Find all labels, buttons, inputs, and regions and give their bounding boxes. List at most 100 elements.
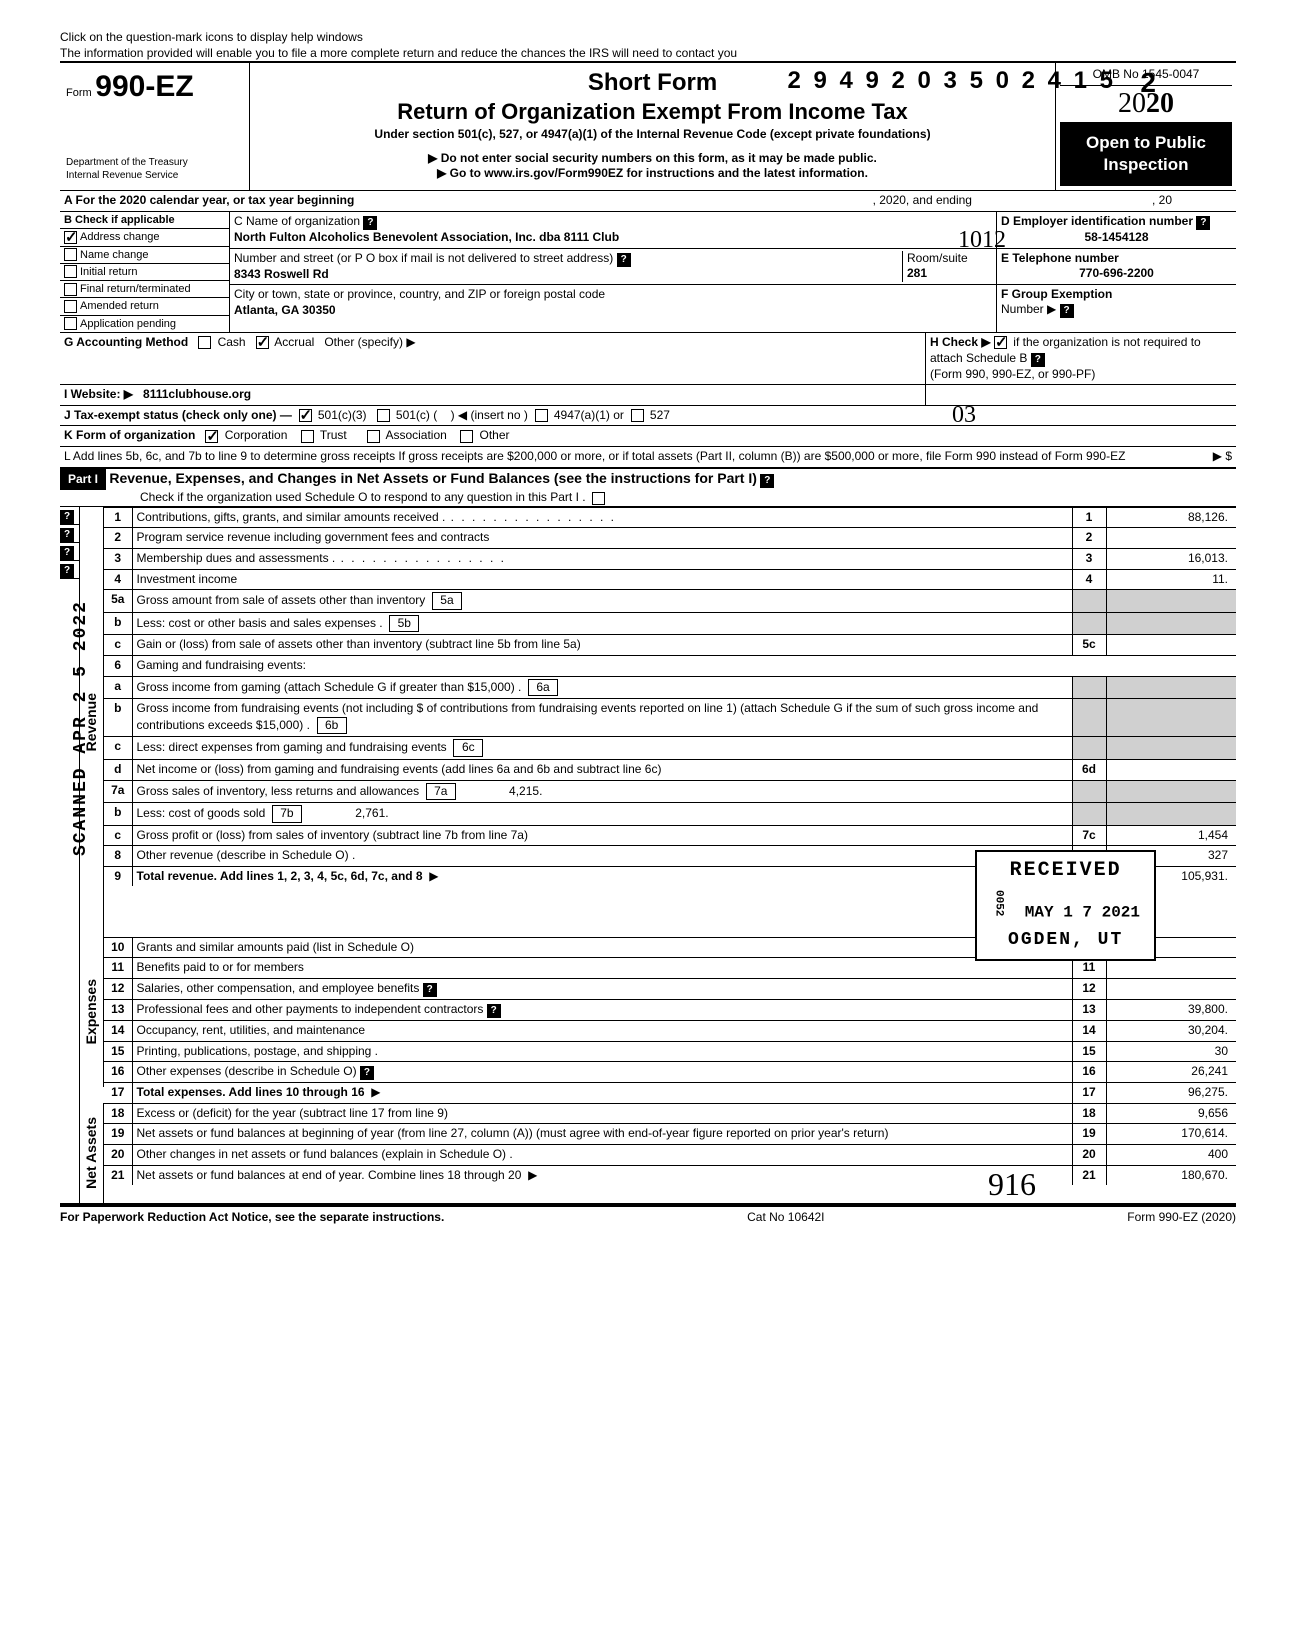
cb-501c3[interactable] (299, 409, 312, 422)
e-label: E Telephone number (1001, 251, 1119, 265)
opt-address-change: Address change (80, 230, 160, 244)
cb-assoc[interactable] (367, 430, 380, 443)
help-icon[interactable]: ? (487, 1004, 501, 1018)
line14-amt: 30,204. (1106, 1020, 1236, 1041)
j-insert: ) ◀ (insert no ) (451, 408, 528, 422)
cb-4947[interactable] (535, 409, 548, 422)
form-number: 990-EZ (95, 70, 193, 103)
h-sub: (Form 990, 990-EZ, or 990-PF) (930, 367, 1095, 381)
help-icon[interactable]: ? (617, 253, 631, 267)
help-icon[interactable]: ? (1196, 216, 1210, 230)
k-trust: Trust (320, 428, 347, 442)
help-icon[interactable]: ? (363, 216, 377, 230)
cb-address-change[interactable] (64, 231, 77, 244)
cb-trust[interactable] (301, 430, 314, 443)
help-icon[interactable]: ? (60, 510, 74, 524)
f-label: F Group Exemption (1001, 287, 1112, 301)
line4-amt: 11. (1106, 569, 1236, 590)
line3-amt: 16,013. (1106, 548, 1236, 569)
main-title: Return of Organization Exempt From Incom… (260, 98, 1045, 127)
k-other: Other (480, 428, 510, 442)
part1-title: Revenue, Expenses, and Changes in Net As… (109, 470, 757, 486)
cb-pending[interactable] (64, 317, 77, 330)
website-val: 8111clubhouse.org (143, 387, 251, 401)
line16-label: Other expenses (describe in Schedule O) (137, 1064, 357, 1078)
l-arrow: ▶ $ (1213, 449, 1232, 465)
footer-right: Form 990-EZ (2020) (1127, 1210, 1236, 1226)
i-label: I Website: ▶ (64, 387, 133, 401)
cb-527[interactable] (631, 409, 644, 422)
dept-label: Department of the Treasury Internal Reve… (66, 156, 243, 182)
l-text: L Add lines 5b, 6c, and 7b to line 9 to … (64, 449, 1125, 463)
line19-label: Net assets or fund balances at beginning… (137, 1126, 889, 1140)
line6d-label: Net income or (loss) from gaming and fun… (137, 762, 662, 776)
help-icon[interactable]: ? (60, 528, 74, 542)
line1-label: Contributions, gifts, grants, and simila… (137, 510, 446, 524)
f-label2: Number ▶ (1001, 302, 1056, 316)
k-assoc: Association (385, 428, 446, 442)
line8-label: Other revenue (describe in Schedule O) . (137, 848, 356, 862)
line12-label: Salaries, other compensation, and employ… (137, 981, 420, 995)
g-label: G Accounting Method (64, 335, 188, 349)
line2-label: Program service revenue including govern… (137, 530, 490, 544)
j-a: 4947(a)(1) or (554, 408, 624, 422)
opt-name-change: Name change (80, 248, 149, 262)
j-label: J Tax-exempt status (check only one) — (64, 408, 292, 422)
line5b-label: Less: cost or other basis and sales expe… (137, 616, 383, 630)
help-icon[interactable]: ? (423, 983, 437, 997)
help-icon[interactable]: ? (360, 1066, 374, 1080)
help-icon[interactable]: ? (760, 474, 774, 488)
ein-val: 58-1454128 (1084, 230, 1148, 244)
help-icon[interactable]: ? (1031, 353, 1045, 367)
help-icon[interactable]: ? (60, 564, 74, 578)
cb-cash[interactable] (198, 336, 211, 349)
line7c-amt: 1,454 (1106, 825, 1236, 846)
line11-label: Benefits paid to or for members (137, 960, 304, 974)
cb-schedule-o[interactable] (592, 492, 605, 505)
help-icon[interactable]: ? (60, 546, 74, 560)
line7b-label: Less: cost of goods sold (137, 806, 266, 820)
cb-h[interactable] (994, 336, 1007, 349)
part1-hdr: Part I (60, 469, 106, 491)
cb-name-change[interactable] (64, 248, 77, 261)
line7a-label: Gross sales of inventory, less returns a… (137, 784, 420, 798)
line3-label: Membership dues and assessments . (137, 551, 336, 565)
line-a-mid: , 2020, and ending (873, 193, 972, 209)
cb-other[interactable] (460, 430, 473, 443)
j-c3: 501(c)(3) (318, 408, 367, 422)
j-527: 527 (650, 408, 670, 422)
open-to-public: Open to Public Inspection (1060, 122, 1232, 186)
cb-corp[interactable] (205, 430, 218, 443)
cb-initial[interactable] (64, 265, 77, 278)
netassets-sidelabel: Net Assets (82, 1117, 100, 1189)
org-name: North Fulton Alcoholics Benevolent Assoc… (234, 230, 619, 244)
line7c-label: Gross profit or (loss) from sales of inv… (137, 828, 528, 842)
line18-label: Excess or (deficit) for the year (subtra… (137, 1106, 448, 1120)
line21-label: Net assets or fund balances at end of ye… (137, 1168, 522, 1182)
note-url: ▶ Go to www.irs.gov/Form990EZ for instru… (260, 166, 1045, 182)
line17-label: Total expenses. Add lines 10 through 16 (137, 1085, 365, 1099)
handwriting-1: 1012 (958, 225, 1006, 256)
part1-check: Check if the organization used Schedule … (140, 490, 586, 504)
cb-501c[interactable] (377, 409, 390, 422)
received-stamp: RECEIVED 0052 MAY 1 7 2021 OGDEN, UT (975, 850, 1156, 961)
dln-suffix: 2 (1140, 65, 1156, 101)
opt-pending: Application pending (80, 317, 176, 331)
cb-final[interactable] (64, 283, 77, 296)
form-word: Form (66, 87, 92, 99)
cb-amended[interactable] (64, 300, 77, 313)
line5a-label: Gross amount from sale of assets other t… (137, 593, 426, 607)
line13-label: Professional fees and other payments to … (137, 1002, 484, 1016)
help-icon[interactable]: ? (1060, 304, 1074, 318)
top-hint: Click on the question-mark icons to disp… (60, 30, 1236, 46)
b-title: B Check if applicable (64, 213, 175, 227)
line19-amt: 170,614. (1106, 1124, 1236, 1145)
phone-val: 770-696-2200 (1079, 266, 1154, 280)
line20-label: Other changes in net assets or fund bala… (137, 1147, 513, 1161)
line13-amt: 39,800. (1106, 999, 1236, 1020)
revenue-table: 1Contributions, gifts, grants, and simil… (104, 507, 1236, 887)
line7b-amt: 2,761. (309, 806, 389, 822)
c-label: C Name of organization (234, 214, 360, 228)
room-val: 281 (907, 266, 927, 280)
cb-accrual[interactable] (256, 336, 269, 349)
